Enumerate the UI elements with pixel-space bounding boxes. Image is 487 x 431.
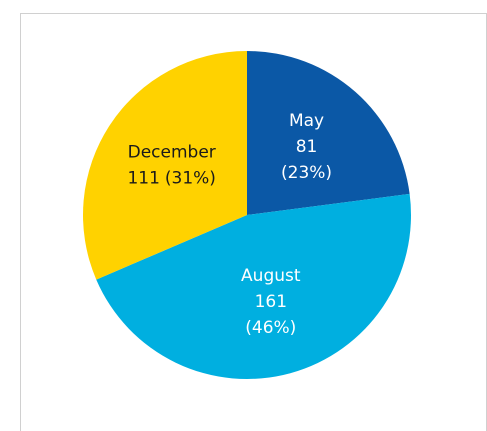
label-part: 111 (127, 168, 159, 188)
pie-slice (247, 51, 410, 215)
pie-slice (83, 51, 247, 280)
slice-label: December 111 (31%) (127, 142, 216, 188)
label-part: (31%) (165, 168, 216, 188)
label-part: 81 (296, 137, 318, 157)
label-part: August (241, 266, 301, 286)
pie-slice (96, 193, 411, 379)
slice-label: May 81 (23%) (281, 111, 332, 183)
label-part: December (128, 142, 216, 162)
slice-label: August 161 (46%) (241, 266, 301, 338)
label-part: May (289, 111, 324, 131)
label-part: (23%) (281, 163, 332, 183)
label-part: 161 (255, 292, 287, 312)
label-part: (46%) (245, 318, 296, 338)
